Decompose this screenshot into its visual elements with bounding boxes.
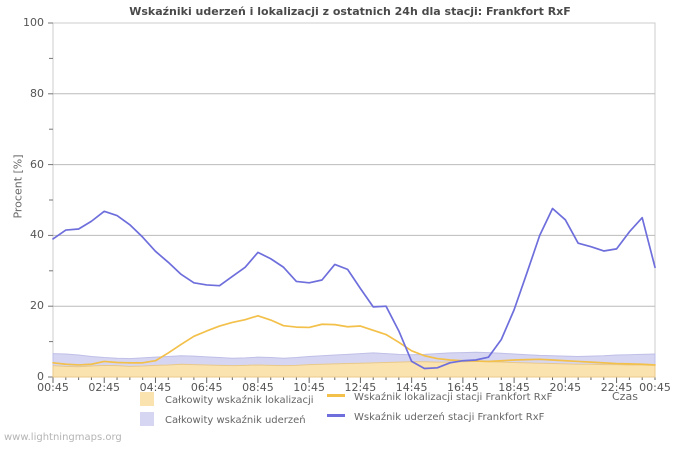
legend-label: Wskaźnik lokalizacji stacji Frankfort Rx… xyxy=(354,392,553,403)
x-tick-label: 20:45 xyxy=(549,381,582,394)
legend-label: Wskaźnik uderzeń stacji Frankfort RxF xyxy=(354,412,545,423)
x-tick-label: 16:45 xyxy=(447,381,479,394)
legend-item[interactable]: Całkowity wskaźnik lokalizacji xyxy=(140,392,314,406)
x-axis-label: Czas xyxy=(612,390,638,403)
x-tick-label: 18:45 xyxy=(498,381,530,394)
x-tick-label: 22:45 xyxy=(600,381,633,394)
legend-swatch-box xyxy=(140,412,154,426)
x-tick-label: 00:45 xyxy=(37,381,69,394)
x-tick-label: 14:45 xyxy=(395,381,428,394)
y-tick-label: 100 xyxy=(23,16,44,29)
chart-legend: Całkowity wskaźnik lokalizacji Wskaźnik l… xyxy=(0,388,700,430)
legend-label: Całkowity wskaźnik lokalizacji xyxy=(165,395,314,406)
chart-title: Wskaźniki uderzeń i lokalizacji z ostatn… xyxy=(129,5,571,18)
x-tick-label: 08:45 xyxy=(242,381,274,394)
legend-item[interactable]: Wskaźnik lokalizacji stacji Frankfort Rx… xyxy=(327,392,552,403)
x-tick-label: 04:45 xyxy=(139,381,172,394)
x-tick-label: 10:45 xyxy=(293,381,325,394)
x-tick-label: 06:45 xyxy=(190,381,223,394)
legend-label: Całkowity wskaźnik uderzeń xyxy=(165,415,306,426)
y-tick-label: 40 xyxy=(30,228,44,242)
y-tick-label: 60 xyxy=(30,157,44,171)
legend-swatch-line xyxy=(327,394,345,397)
y-tick-label: 20 xyxy=(30,299,44,313)
x-tick-label: 00:45 xyxy=(639,381,671,394)
legend-swatch-line xyxy=(327,414,345,417)
plot-frame xyxy=(52,22,656,378)
y-tick-label: 0 xyxy=(37,370,44,383)
legend-item[interactable]: Całkowity wskaźnik uderzeń xyxy=(140,412,306,426)
legend-item[interactable]: Wskaźnik uderzeń stacji Frankfort RxF xyxy=(327,412,544,423)
y-tick-label: 80 xyxy=(30,86,44,100)
line-series xyxy=(52,207,656,370)
x-tick-label: 02:45 xyxy=(88,381,121,394)
x-tick-label: 12:45 xyxy=(344,381,377,394)
area-series xyxy=(52,360,656,378)
legend-swatch-box xyxy=(140,392,154,406)
line-series xyxy=(52,314,656,366)
watermark: www.lightningmaps.org xyxy=(4,432,122,443)
